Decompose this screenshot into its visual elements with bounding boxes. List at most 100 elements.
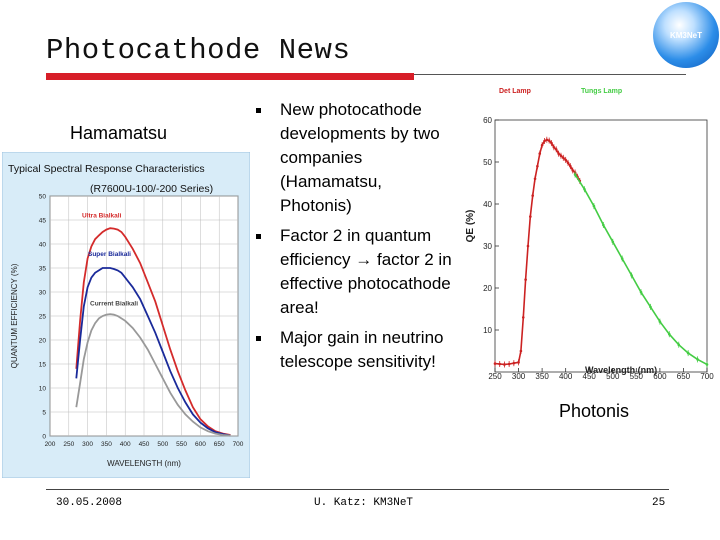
legend-entry: Det Lamp — [499, 88, 531, 95]
bullet-item: Major gain in neutrino telescope sensiti… — [256, 326, 456, 374]
bullet-marker — [256, 108, 261, 113]
data-point — [630, 274, 633, 277]
data-point — [677, 343, 681, 347]
x-tick-label: 650 — [677, 372, 691, 381]
data-point — [696, 358, 699, 361]
x-axis-label: Wavelength (nm) — [585, 365, 657, 375]
title-accent-bar — [46, 73, 414, 80]
x-axis-label: WAVELENGTH (nm) — [107, 459, 181, 468]
y-tick-label: 20 — [483, 284, 492, 293]
series-line — [75, 313, 231, 437]
data-point — [521, 316, 525, 319]
x-tick-label: 350 — [535, 372, 549, 381]
x-tick-label: 400 — [559, 372, 573, 381]
data-point — [686, 351, 690, 355]
plot-area — [494, 119, 708, 373]
data-point — [611, 240, 615, 244]
y-tick-label: 15 — [39, 362, 47, 369]
y-tick-label: 40 — [39, 242, 47, 249]
series-label: Current Bialkali — [90, 300, 138, 307]
y-tick-label: 20 — [39, 338, 47, 345]
data-point — [620, 257, 624, 260]
data-point — [559, 154, 563, 157]
data-point — [583, 188, 586, 191]
x-tick-label: 250 — [63, 441, 74, 448]
data-point — [524, 278, 527, 281]
x-tick-label: 250 — [488, 372, 502, 381]
x-tick-label: 350 — [101, 441, 112, 448]
y-tick-label: 0 — [42, 434, 46, 441]
data-point — [564, 158, 567, 162]
data-point — [552, 146, 556, 149]
series-label: Super Bialkali — [88, 251, 131, 258]
bullet-marker — [256, 234, 261, 239]
data-point — [529, 215, 532, 218]
x-tick-label: 400 — [120, 441, 131, 448]
footer-date: 30.05.2008 — [56, 497, 123, 509]
y-tick-label: 35 — [39, 266, 47, 273]
data-point — [533, 177, 537, 181]
x-tick-label: 200 — [45, 441, 56, 448]
bullet-text: New photocathode developments by two com… — [280, 100, 440, 215]
data-point — [545, 138, 549, 142]
data-point — [531, 194, 534, 197]
data-point — [705, 363, 709, 366]
data-point — [507, 362, 511, 366]
data-point — [503, 363, 506, 366]
data-point — [540, 143, 544, 147]
y-axis-label: QE (%) — [465, 210, 476, 243]
y-axis-label: QUANTUM EFFICIENCY (%) — [10, 263, 19, 368]
data-point — [543, 139, 546, 143]
series-line — [75, 227, 231, 436]
data-point — [517, 361, 520, 364]
x-tick-label: 500 — [606, 372, 620, 381]
y-tick-label: 10 — [483, 326, 492, 335]
data-point — [538, 152, 542, 155]
data-point — [562, 156, 565, 160]
y-tick-label: 5 — [42, 410, 46, 417]
bullet-item: Factor 2 in quantum efficiency → factor … — [256, 224, 456, 320]
bullet-item: New photocathode developments by two com… — [256, 98, 456, 218]
y-tick-label: 45 — [39, 218, 47, 225]
data-point — [658, 320, 662, 323]
data-point — [547, 139, 551, 142]
km3net-logo: KM3NeT — [653, 2, 719, 68]
data-point — [550, 141, 553, 145]
y-tick-label: 50 — [483, 158, 492, 167]
photonis-qe-chart: 10 20 30 40 50 60 250 300 350 400 450 500 550 600 650 7… — [465, 88, 714, 381]
y-tick-label: 50 — [39, 194, 47, 201]
x-tick-label: 500 — [157, 441, 168, 448]
x-tick-label: 550 — [176, 441, 187, 448]
data-point — [512, 361, 516, 365]
data-point — [592, 204, 596, 208]
data-point — [557, 152, 560, 155]
y-tick-label: 40 — [483, 200, 492, 209]
x-tick-label: 700 — [700, 372, 714, 381]
data-point — [668, 332, 671, 336]
footer-rule — [46, 489, 669, 490]
y-tick-label: 25 — [39, 314, 47, 321]
x-tick-label: 700 — [233, 441, 244, 448]
y-tick-label: 30 — [39, 290, 47, 297]
bullet-list: New photocathode developments by two com… — [256, 98, 456, 380]
bullet-text: Factor 2 in quantum efficiency → factor … — [280, 226, 452, 317]
y-tick-label: 30 — [483, 242, 492, 251]
data-point — [639, 290, 643, 294]
data-point — [649, 305, 652, 309]
footer-page-number: 25 — [652, 497, 666, 509]
logo-text: KM3NeT — [669, 30, 702, 40]
data-point — [493, 362, 497, 365]
page-title: Photocathode News — [46, 34, 351, 67]
data-point — [554, 148, 558, 151]
bullet-marker — [256, 336, 261, 341]
footer-author: U. Katz: KM3NeT — [314, 497, 414, 509]
data-point — [602, 223, 605, 227]
x-tick-label: 550 — [630, 372, 644, 381]
series-line — [75, 267, 231, 437]
chart-subtitle: (R7600U-100/-200 Series) — [90, 183, 213, 195]
x-tick-label: 650 — [214, 441, 225, 448]
hamamatsu-qe-chart: 200 250 300 350 400 450 500 550 600 650 700 0 5 10 15 2… — [2, 152, 250, 478]
x-tick-label: 600 — [653, 372, 667, 381]
y-tick-label: 60 — [483, 116, 492, 125]
series-label: Ultra Bialkali — [82, 213, 122, 220]
